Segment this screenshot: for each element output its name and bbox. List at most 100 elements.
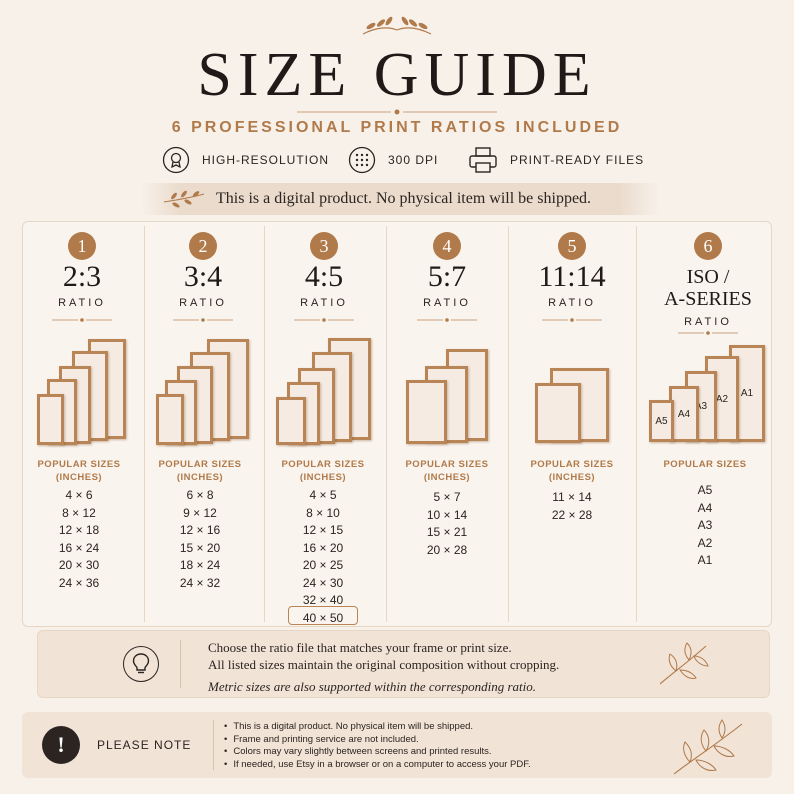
column-divider [636,226,637,622]
popular-sizes-label: POPULAR SIZES (INCHES) [530,459,614,483]
size-item: 32 × 40 [302,593,344,607]
size-item: 22 × 28 [551,507,593,522]
column-divider [144,226,145,622]
size-item: 12 × 15 [302,523,344,537]
ratio-label: RATIO [58,297,106,309]
feature-label: PRINT-READY FILES [510,153,645,167]
frame-illustration [406,380,447,444]
mini-divider [294,318,354,322]
leaf-branch-icon [673,719,743,775]
size-item: 8 × 10 [306,505,340,520]
size-item: 10 × 14 [426,507,468,522]
note-item: This is a digital product. No physical i… [224,721,531,734]
size-item: 20 × 30 [58,558,100,572]
info-box [37,630,770,698]
info-text: Choose the ratio file that matches your … [208,640,512,655]
column-divider [386,226,387,622]
note-list: This is a digital product. No physical i… [224,721,531,772]
size-item: 20 × 28 [426,542,468,557]
feature-label: 300 DPI [388,153,439,167]
ratio-number-badge: 2 [189,232,217,260]
printer-icon [469,147,497,173]
size-item: 9 × 12 [183,505,217,520]
title-divider [297,109,497,115]
ratio-number-badge: 4 [433,232,461,260]
ratio-label: RATIO [548,297,596,309]
ratio-number-badge: 6 [694,232,722,260]
popular-sizes-label: POPULAR SIZES (INCHES) [158,459,242,483]
size-item: 4 × 6 [65,488,93,502]
ratio-label: RATIO [300,297,348,309]
size-list: 4 × 6 8 × 12 12 × 18 16 × 24 20 × 30 24 … [34,487,124,592]
size-item: 5 × 7 [433,490,461,504]
leaf-branch-icon [659,642,709,685]
frame-illustration [276,397,306,445]
popular-sizes-label: POPULAR SIZES (INCHES) [37,459,121,483]
note-item: Colors may vary slightly between screens… [224,746,531,759]
size-item: 8 × 12 [62,505,96,520]
size-item: 12 × 18 [58,523,100,537]
page-subtitle: 6 PROFESSIONAL PRINT RATIOS INCLUDED [171,119,623,136]
size-item: 18 × 24 [179,558,221,572]
lightbulb-icon [132,653,150,674]
info-icon-ring [123,646,159,682]
size-item: 12 × 16 [179,523,221,537]
column-divider [508,226,509,622]
ratio-label: RATIO [179,297,227,309]
size-list: 6 × 8 9 × 12 12 × 16 15 × 20 18 × 24 24 … [155,487,245,592]
laurel-sprig-icon [362,16,432,35]
please-note-title: PLEASE NOTE [97,738,192,752]
ratio-value: 11:14 [538,260,606,293]
mini-divider [52,318,112,322]
size-list: 11 × 14 22 × 28 [527,489,617,524]
ratio-label: RATIO [684,316,732,328]
popular-sizes-label: POPULAR SIZES [663,459,747,470]
info-separator [180,640,181,688]
popular-sizes-label: POPULAR SIZES (INCHES) [281,459,365,483]
frame-illustration [156,394,184,445]
ratio-number-badge: 1 [68,232,96,260]
size-item: A5 [697,483,713,497]
award-icon [162,146,190,174]
size-item: 4 × 5 [309,488,337,502]
ratio-label: RATIO [423,297,471,309]
size-item: 20 × 25 [302,558,344,572]
exclamation-icon: ! [42,726,80,764]
frame-illustration [37,394,64,445]
note-item: If needed, use Etsy in a browser or on a… [224,759,530,772]
highlighted-size [288,606,358,625]
size-item: 11 × 14 [552,490,592,504]
mini-divider [542,318,602,322]
note-item: Frame and printing service are not inclu… [224,734,531,747]
dpi-grid-icon [348,146,376,174]
size-list: 5 × 7 10 × 14 15 × 21 20 × 28 [402,489,492,559]
size-item: 24 × 30 [302,575,344,590]
size-list: 4 × 5 8 × 10 12 × 15 16 × 20 20 × 25 24 … [278,487,368,627]
size-item: A1 [697,553,713,567]
feature-label: HIGH-RESOLUTION [202,153,330,167]
ratio-value: ISO / A-SERIES [664,266,752,310]
size-item: 16 × 20 [302,540,344,555]
size-item: 24 × 32 [179,575,221,590]
page-title: SIZE GUIDE [197,41,597,109]
size-item: 15 × 21 [426,525,468,539]
size-item: A3 [697,518,713,532]
leaf-sprig-icon [163,190,205,208]
mini-divider [417,318,477,322]
size-item: 15 × 20 [179,540,221,555]
size-item: 40 × 50 [302,610,344,625]
info-text: All listed sizes maintain the original c… [208,657,560,672]
digital-product-banner [140,183,660,215]
size-item: 6 × 8 [186,488,214,502]
feature-print-ready: PRINT-READY FILES [468,146,644,174]
mini-divider [173,318,233,322]
ratio-number-badge: 3 [310,232,338,260]
mini-divider [678,331,738,335]
ratio-number-badge: 5 [558,232,586,260]
size-item: A4 [697,500,713,515]
info-text-italic: Metric sizes are also supported within t… [208,679,536,694]
ratio-value: 5:7 [427,260,467,293]
popular-sizes-label: POPULAR SIZES (INCHES) [405,459,489,483]
size-item: 16 × 24 [58,540,100,555]
column-divider [264,226,265,622]
